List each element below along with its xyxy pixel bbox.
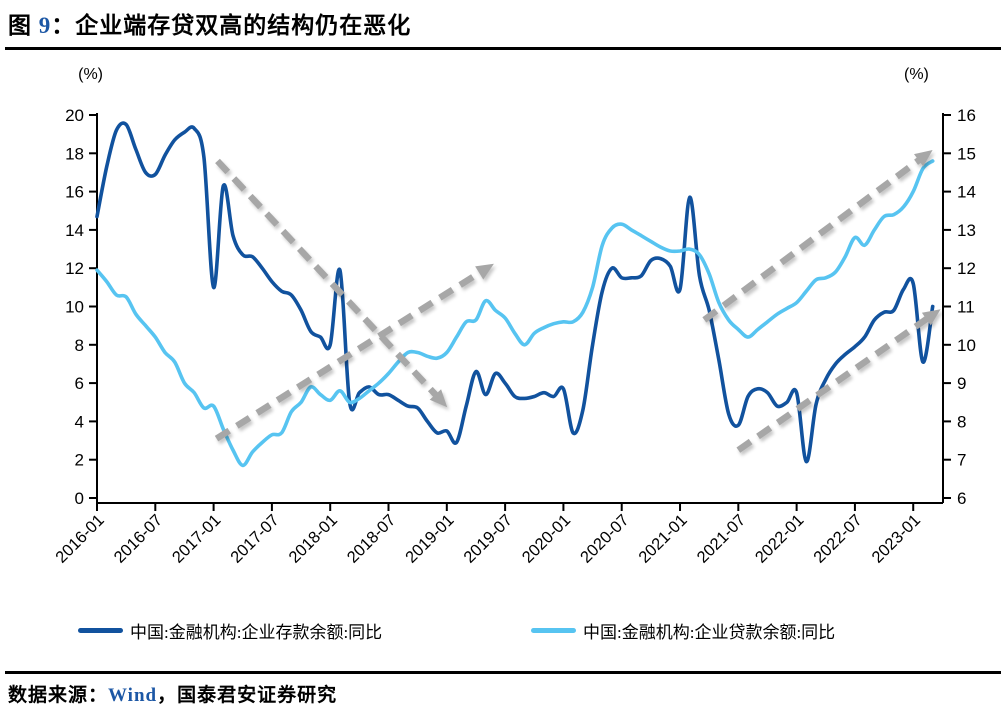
left-axis-tick-label: 6 xyxy=(75,374,84,393)
left-axis-tick-label: 8 xyxy=(75,336,84,355)
legend-entry-loan: 中国:金融机构:企业贷款余额:同比 xyxy=(531,618,835,643)
right-axis-tick-label: 9 xyxy=(957,374,966,393)
x-axis-tick-label: 2016-07 xyxy=(111,511,167,567)
x-axis-tick-label: 2021-01 xyxy=(635,511,691,567)
right-axis-tick-label: 16 xyxy=(957,106,976,125)
figure-title-text: ：企业端存贷双高的结构仍在恶化 xyxy=(51,13,412,38)
left-axis-tick-label: 0 xyxy=(75,489,84,508)
right-axis-unit: (%) xyxy=(904,66,929,83)
right-axis-tick-label: 8 xyxy=(957,412,966,431)
x-axis-tick-label: 2020-07 xyxy=(577,511,633,567)
trend-arrow-head-1 xyxy=(475,263,494,280)
axis-frame xyxy=(96,113,944,504)
data-source-name: Wind xyxy=(108,685,158,706)
trend-arrow-head-3 xyxy=(921,309,941,326)
axes: 0 2 4 6 8 10 12 14 16 18 20 6 7 8 9 10 11 12 13 14 15 16 2016-… xyxy=(52,106,976,567)
left-axis-tick-label: 18 xyxy=(65,144,84,163)
x-axis-tick-label: 2022-01 xyxy=(752,511,808,567)
left-axis-tick-label: 2 xyxy=(75,451,84,470)
right-axis-tick-label: 14 xyxy=(957,183,976,202)
footer-divider xyxy=(5,671,1001,674)
trend-arrow-shaft-3 xyxy=(736,313,933,453)
trend-arrow-head-2 xyxy=(914,150,933,167)
left-axis-tick-label: 14 xyxy=(65,221,84,240)
left-axis-tick-label: 16 xyxy=(65,183,84,202)
data-source-suffix: ，国泰君安证券研究 xyxy=(157,685,338,706)
left-axis-tick-label: 12 xyxy=(65,259,84,278)
right-axis-tick-label: 15 xyxy=(957,144,976,163)
deposit-series-line xyxy=(95,121,935,464)
deposit-line-swatch xyxy=(78,628,123,633)
figure-title-prefix: 图 xyxy=(8,13,39,38)
right-axis-tick-label: 12 xyxy=(957,259,976,278)
legend-label-loan: 中国:金融机构:企业贷款余额:同比 xyxy=(583,623,836,642)
right-axis-tick-label: 11 xyxy=(957,298,975,317)
x-axis-tick-label: 2020-01 xyxy=(519,511,575,567)
x-axis-tick-label: 2017-07 xyxy=(227,511,283,567)
figure-title: 图 9：企业端存贷双高的结构仍在恶化 xyxy=(8,6,411,40)
left-axis-unit: (%) xyxy=(78,66,103,83)
right-axis-tick-label: 13 xyxy=(957,221,976,240)
trend-arrows xyxy=(214,150,941,453)
x-axis-tick-label: 2021-07 xyxy=(694,511,750,567)
x-axis-tick-label: 2018-01 xyxy=(285,511,341,567)
trend-arrow-shaft-0 xyxy=(215,158,442,401)
x-axis-tick-label: 2023-01 xyxy=(869,511,925,567)
x-axis-tick-label: 2022-07 xyxy=(810,511,866,567)
data-series xyxy=(95,121,935,468)
trend-arrow-shaft-1 xyxy=(214,267,486,442)
data-source-prefix: 数据来源： xyxy=(8,685,109,706)
x-axis-tick-label: 2017-01 xyxy=(169,511,225,567)
x-axis-tick-label: 2019-01 xyxy=(402,511,458,567)
right-axis-tick-label: 6 xyxy=(957,489,966,508)
left-axis-tick-label: 20 xyxy=(65,106,84,125)
x-axis-tick-label: 2019-07 xyxy=(460,511,516,567)
x-axis-tick-label: 2016-01 xyxy=(52,511,108,567)
left-axis-tick-label: 10 xyxy=(65,298,84,317)
trend-arrow-head-0 xyxy=(429,389,448,408)
loan-series-line xyxy=(95,159,935,468)
right-axis-tick-label: 10 xyxy=(957,336,976,355)
right-axis-tick-label: 7 xyxy=(957,451,966,470)
data-source: 数据来源：Wind，国泰君安证券研究 xyxy=(8,680,337,707)
x-axis-tick-label: 2018-07 xyxy=(344,511,400,567)
legend-label-deposit: 中国:金融机构:企业存款余额:同比 xyxy=(130,623,383,642)
figure-number: 9 xyxy=(38,13,52,38)
trend-arrow-shaft-2 xyxy=(702,154,925,323)
legend-entry-deposit: 中国:金融机构:企业存款余额:同比 xyxy=(78,618,382,643)
loan-line-swatch xyxy=(531,628,576,633)
title-divider xyxy=(5,47,1001,50)
left-axis-tick-label: 4 xyxy=(75,412,84,431)
